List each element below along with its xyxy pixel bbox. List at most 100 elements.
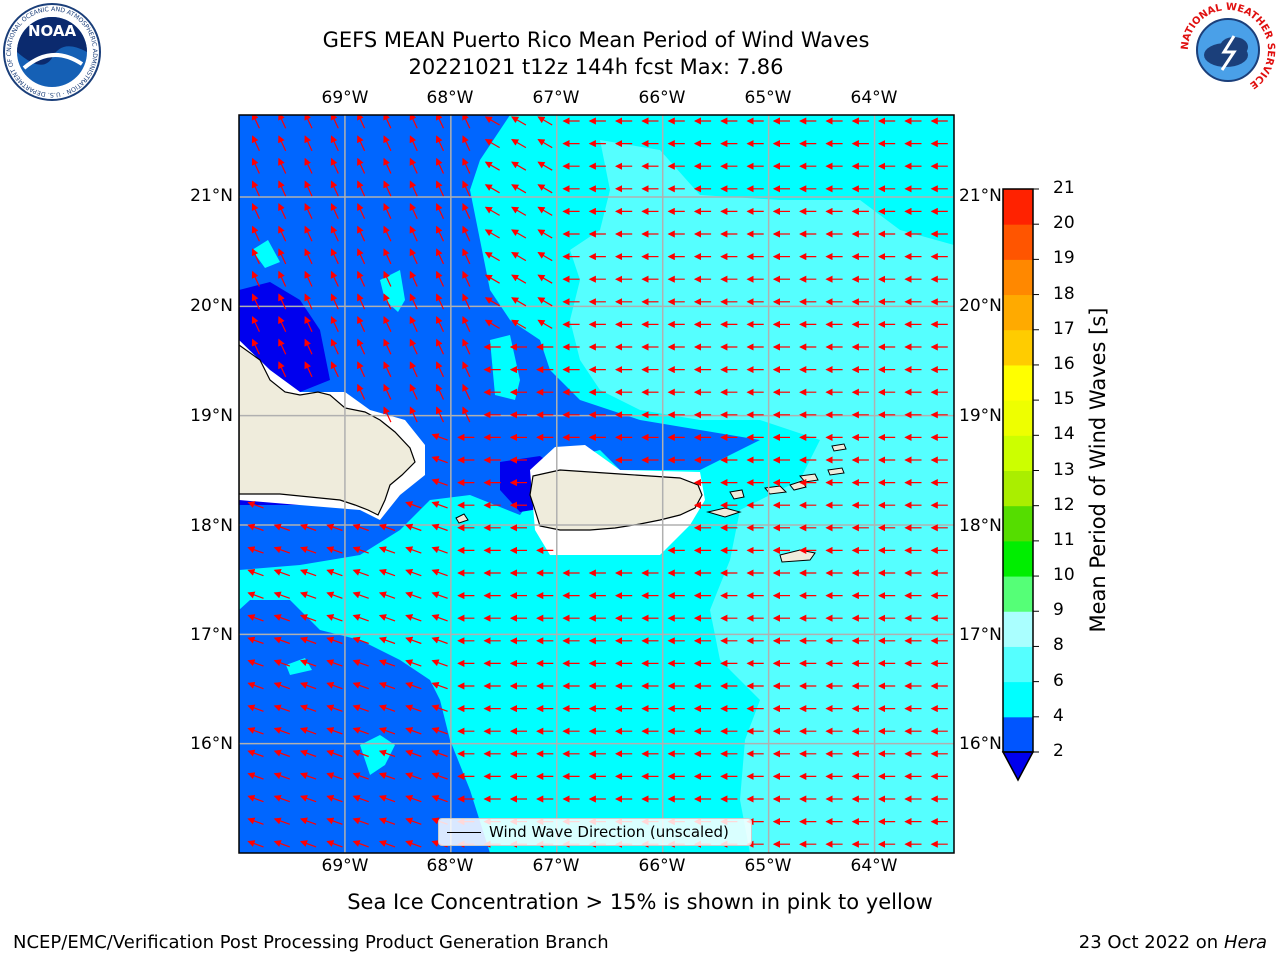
direction-arrow (462, 180, 471, 197)
direction-arrow (383, 157, 392, 174)
direction-arrow (537, 138, 553, 149)
direction-arrow (405, 523, 422, 532)
direction-arrow (278, 248, 287, 265)
direction-arrow (330, 135, 339, 152)
direction-arrow (251, 203, 260, 219)
direction-arrow (326, 546, 343, 554)
direction-arrow (511, 116, 527, 126)
lon-tick-top-65w: 65°W (744, 88, 792, 108)
direction-arrow (511, 161, 527, 171)
direction-arrow (462, 203, 471, 219)
island-sombrero (831, 443, 847, 452)
direction-arrow (247, 681, 264, 690)
direction-arrow (352, 749, 369, 758)
lon-tick-top-69w: 69°W (321, 88, 369, 108)
direction-arrow (247, 636, 264, 645)
direction-arrow (299, 523, 317, 532)
direction-arrow (378, 817, 396, 825)
direction-arrow (330, 361, 339, 378)
direction-arrow (247, 704, 264, 712)
direction-arrow (383, 115, 392, 129)
direction-arrow (431, 727, 448, 735)
direction-arrow (352, 591, 369, 599)
land-puerto-rico (529, 469, 703, 531)
direction-arrow (299, 772, 317, 780)
direction-arrow (251, 293, 260, 310)
footer-branch: NCEP/EMC/Verification Post Processing Pr… (13, 932, 609, 953)
direction-arrow (299, 817, 317, 825)
direction-arrow (326, 840, 343, 848)
direction-arrow (405, 681, 422, 690)
direction-arrow (537, 206, 553, 216)
direction-arrow (278, 135, 287, 152)
direction-arrow (357, 338, 366, 355)
direction-arrow (352, 681, 369, 690)
colorbar-segment-14 (1003, 224, 1033, 260)
direction-arrow (304, 203, 313, 219)
direction-arrow (247, 523, 264, 532)
direction-arrow (273, 794, 291, 803)
direction-arrow (383, 293, 392, 310)
direction-arrow (409, 115, 418, 129)
direction-arrow (409, 361, 418, 378)
direction-arrow (409, 383, 418, 400)
colorbar-label-21: 21 (1053, 178, 1075, 198)
direction-arrow (330, 338, 339, 355)
direction-arrow (537, 251, 553, 262)
direction-arrow (299, 794, 317, 803)
direction-arrow (405, 591, 422, 599)
direction-arrow (537, 229, 553, 239)
direction-arrow (405, 794, 422, 803)
direction-arrow (484, 229, 500, 239)
direction-arrow (247, 659, 264, 667)
direction-arrow (352, 659, 369, 667)
direction-arrow (251, 248, 260, 265)
direction-arrow (405, 568, 422, 577)
lon-tick-bottom-69w: 69°W (321, 856, 369, 876)
direction-arrow (330, 115, 339, 129)
noaa-logo-text: NOAA (28, 22, 77, 40)
direction-arrow (378, 659, 396, 667)
direction-arrow (431, 523, 448, 532)
direction-arrow (304, 180, 313, 197)
direction-arrow (462, 383, 471, 400)
direction-arrow (273, 614, 291, 622)
direction-arrow (299, 727, 317, 735)
direction-arrow (330, 293, 339, 310)
direction-arrow (537, 319, 553, 329)
direction-arrow (405, 614, 422, 622)
direction-arrow (435, 180, 445, 197)
direction-arrow (431, 591, 448, 599)
lon-tick-bottom-65w: 65°W (744, 856, 792, 876)
direction-arrow (304, 293, 313, 310)
direction-arrow (383, 270, 392, 287)
footer-date: 23 Oct 2022 on Hera (1079, 932, 1267, 953)
direction-arrow (431, 749, 448, 758)
direction-arrow (299, 659, 317, 667)
direction-arrow (273, 636, 291, 645)
direction-arrow (511, 251, 527, 262)
direction-arrow (357, 203, 366, 219)
lat-tick-left-21n: 21°N (190, 186, 233, 206)
island-culebra (729, 489, 745, 500)
direction-arrow (278, 361, 287, 378)
direction-arrow (383, 180, 392, 197)
colorbar-label-14: 14 (1053, 424, 1075, 445)
colorbar-title: Mean Period of Wind Waves [s] (1086, 307, 1110, 633)
direction-arrow (278, 293, 287, 310)
direction-arrow (251, 115, 260, 129)
colorbar-label-19: 19 (1053, 248, 1075, 269)
direction-arrow (357, 383, 366, 400)
direction-arrow (405, 749, 422, 758)
colorbar-segment-3 (1003, 611, 1033, 647)
direction-arrow (273, 704, 291, 712)
direction-arrow (383, 225, 392, 242)
direction-arrow (383, 248, 392, 265)
lat-tick-left-20n: 20°N (190, 296, 233, 316)
direction-arrow (273, 817, 291, 825)
direction-arrow (378, 591, 396, 599)
direction-arrow (431, 794, 448, 803)
direction-arrow (431, 433, 448, 441)
colorbar-segment-15 (1003, 189, 1033, 225)
